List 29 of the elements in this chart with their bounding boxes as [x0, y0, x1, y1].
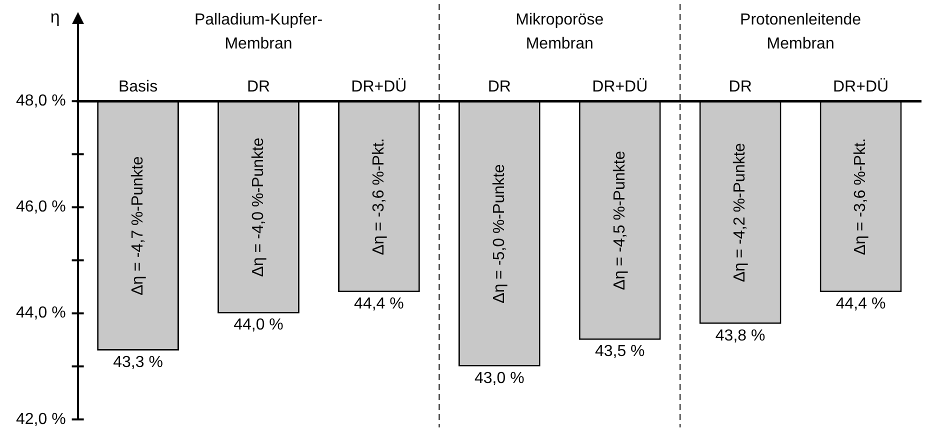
- data-label: Δη = -3,6 %-Pkt.: [852, 138, 870, 256]
- annotation: 43,5 %: [594, 343, 645, 360]
- x-tick-label: DR: [246, 78, 270, 96]
- y-axis-title: η: [50, 8, 60, 27]
- x-tick-label: DR: [728, 78, 752, 96]
- annotation: Protonenleitende Membran: [740, 11, 862, 52]
- annotation: Mikroporöse Membran: [516, 11, 604, 52]
- x-tick-label: DR+DÜ: [832, 78, 889, 96]
- annotation: 43,3 %: [113, 354, 163, 371]
- data-label: Δη = -4,5 %-Punkte: [611, 150, 628, 290]
- x-tick-label: DR+DÜ: [351, 78, 407, 96]
- annotation: 44,0 %: [234, 316, 284, 334]
- annotation: 43,0 %: [474, 370, 524, 387]
- data-label: Δη = -5,0 %-Punkte: [490, 164, 508, 304]
- y-tick-label: 42,0 %: [16, 410, 66, 428]
- data-label: Δη = -3,6 %-Pkt.: [370, 138, 388, 256]
- data-label: Δη = -4,2 %-Punkte: [732, 142, 749, 282]
- x-tick-label: DR: [488, 78, 511, 96]
- data-label: Δη = -4,0 %-Punkte: [250, 138, 267, 277]
- data-label: Δη = -4,7 %-Punkte: [129, 156, 146, 296]
- annotation: 44,4 %: [354, 296, 404, 313]
- y-tick-label: 44,0 %: [16, 304, 66, 322]
- annotation: Palladium-Kupfer- Membran: [194, 11, 323, 52]
- x-tick-label: Basis: [118, 78, 158, 96]
- y-tick-label: 46,0 %: [16, 198, 66, 216]
- annotation: 44,4 %: [836, 296, 886, 313]
- y-tick-label: 48,0 %: [16, 92, 66, 110]
- x-tick-label: DR+DÜ: [592, 78, 648, 96]
- annotation: 43,8 %: [715, 327, 766, 344]
